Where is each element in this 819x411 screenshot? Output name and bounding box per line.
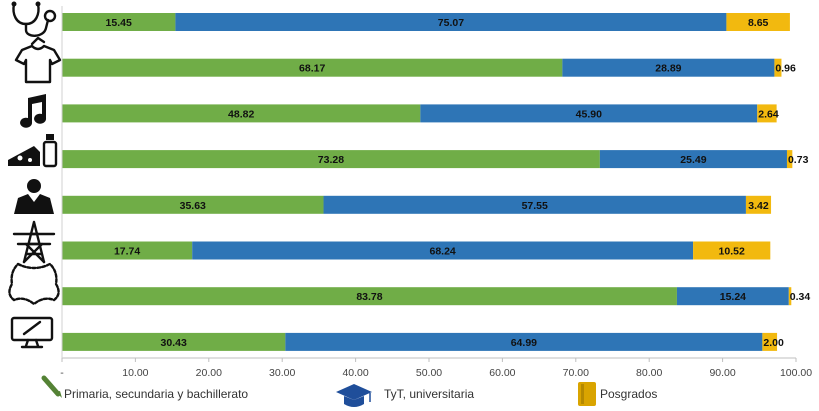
bar-value-label: 0.96 <box>775 63 796 75</box>
bar-segment <box>62 150 600 169</box>
bar-value-label: 48.82 <box>228 108 254 120</box>
x-tick-label: 30.00 <box>269 367 295 379</box>
bar-value-label: 75.07 <box>438 17 464 29</box>
bar-value-label: 3.42 <box>748 200 769 212</box>
bar-segment <box>676 287 789 306</box>
bar-value-label: 15.24 <box>720 291 746 303</box>
x-tick-label: 100.00 <box>780 367 812 379</box>
x-tick-label: 70.00 <box>563 367 589 379</box>
bar-segment <box>774 58 782 77</box>
bar-value-label: 28.89 <box>655 63 681 75</box>
bar-value-label: 2.64 <box>758 108 779 120</box>
bar-segment <box>745 195 772 214</box>
bar-value-label: 25.49 <box>680 154 706 166</box>
shirt-icon <box>14 36 62 84</box>
x-tick-label: 10.00 <box>122 367 148 379</box>
bar-segment <box>788 287 792 306</box>
x-tick-label: - <box>60 367 64 379</box>
bar-value-label: 68.17 <box>299 63 325 75</box>
bar-value-label: 57.55 <box>522 200 548 212</box>
bar-segment <box>62 58 563 77</box>
bars-layer: 15.45 75.07 8.65 68.17 28.89 0.96 48.82 45.90 2.… <box>62 13 810 351</box>
bar-value-label: 2.00 <box>763 337 784 349</box>
legend-entry: Posgrados <box>600 387 657 401</box>
bar-segment <box>762 332 778 351</box>
bar-segment <box>62 104 421 123</box>
x-axis: - 10.00 20.00 30.00 40.00 50.00 60.00 70.00 80.0… <box>60 6 812 379</box>
bar-segment <box>192 241 694 260</box>
cheese-milk-icon <box>8 134 58 168</box>
bar-segment <box>323 195 746 214</box>
bar-segment <box>726 13 790 31</box>
pencil-icon <box>41 375 62 398</box>
x-tick-label: 40.00 <box>342 367 368 379</box>
bar-segment <box>599 150 787 169</box>
bar-value-label: 10.52 <box>719 246 745 258</box>
bar-value-label: 35.63 <box>180 200 206 212</box>
bar-value-label: 0.73 <box>788 154 809 166</box>
leather-hide-icon <box>8 262 60 306</box>
bar-segment <box>285 332 763 351</box>
x-tick-label: 20.00 <box>196 367 222 379</box>
bar-segment <box>62 332 286 351</box>
legend: Primaria, secundaria y bachillerato TyT, … <box>41 375 657 407</box>
graduation-cap-icon <box>336 384 372 407</box>
person-icon <box>14 179 54 214</box>
stethoscope-icon <box>11 1 57 37</box>
category-icons <box>8 1 62 349</box>
bar-value-label: 64.99 <box>511 337 537 349</box>
x-tick-label: 60.00 <box>489 367 515 379</box>
bar-value-label: 83.78 <box>356 291 382 303</box>
bar-segment <box>62 241 193 260</box>
bar-value-label: 68.24 <box>430 246 456 258</box>
bar-value-label: 17.74 <box>114 246 140 258</box>
bar-value-label: 15.45 <box>106 17 132 29</box>
x-tick-label: 50.00 <box>416 367 442 379</box>
bar-value-label: 45.90 <box>576 108 602 120</box>
x-tick-label: 90.00 <box>709 367 735 379</box>
bar-segment <box>562 58 775 77</box>
bar-segment <box>62 287 677 306</box>
power-tower-icon <box>12 220 56 264</box>
bar-value-label: 8.65 <box>748 17 769 29</box>
bar-segment <box>786 150 793 169</box>
bar-value-label: 30.43 <box>161 337 187 349</box>
computer-monitor-icon <box>10 316 54 349</box>
bar-value-label: 73.28 <box>318 154 344 166</box>
x-tick-label: 80.00 <box>636 367 662 379</box>
bar-segment <box>757 104 777 123</box>
legend-entry: TyT, universitaria <box>384 387 474 401</box>
bar-segment <box>62 13 176 31</box>
bar-value-label: 0.34 <box>790 291 811 303</box>
bar-segment <box>693 241 771 260</box>
legend-entry: Primaria, secundaria y bachillerato <box>64 387 248 401</box>
book-icon <box>578 382 596 406</box>
music-note-icon <box>20 94 47 128</box>
bar-segment <box>175 13 727 31</box>
bar-segment <box>62 195 324 214</box>
bar-segment <box>420 104 758 123</box>
